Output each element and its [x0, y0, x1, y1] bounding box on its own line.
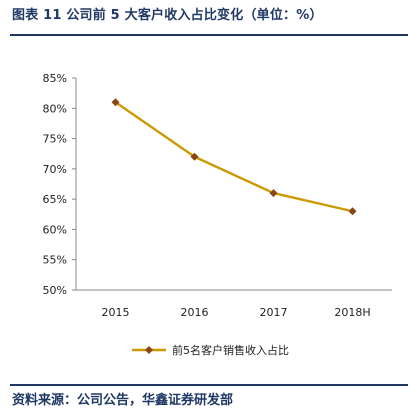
data-point-marker	[269, 189, 278, 198]
x-tick-label: 2017	[260, 306, 288, 319]
y-tick-label: 60%	[43, 223, 67, 236]
x-tick-label: 2016	[181, 306, 209, 319]
data-point-marker	[348, 207, 357, 216]
data-point-marker	[190, 152, 199, 161]
y-tick-label: 85%	[43, 72, 67, 85]
y-tick-label: 50%	[43, 284, 67, 297]
x-axis-ticks: 2015 2016 2017 2018H	[102, 306, 371, 319]
y-tick-label: 80%	[43, 102, 67, 115]
source-note: 资料来源：公司公告，华鑫证券研发部	[12, 393, 234, 408]
x-tick-label: 2015	[102, 306, 130, 319]
series-layer	[111, 98, 357, 216]
y-tick-label: 65%	[43, 193, 67, 206]
legend-label: 前5名客户销售收入占比	[172, 343, 289, 357]
x-tick-label: 2018H	[334, 306, 370, 319]
data-point-marker	[111, 98, 120, 107]
y-tick-label: 55%	[43, 254, 67, 267]
y-tick-label: 70%	[43, 163, 67, 176]
line-chart: 50%55%60%65%70%75%80%85% 2015 2016 2017 201…	[43, 72, 392, 357]
series-line	[114, 101, 354, 213]
legend-marker-swatch	[145, 346, 153, 354]
chart-axes	[75, 78, 392, 291]
source-divider	[10, 384, 408, 386]
y-tick-label: 75%	[43, 133, 67, 146]
chart-legend: 前5名客户销售收入占比	[132, 343, 289, 357]
figure-title: 图表 11 公司前 5 大客户收入占比变化（单位：%）	[12, 8, 323, 23]
title-divider	[10, 34, 408, 36]
y-axis-ticks: 50% 55% 60% 65% 70% 75% 80% 85%	[43, 72, 76, 297]
